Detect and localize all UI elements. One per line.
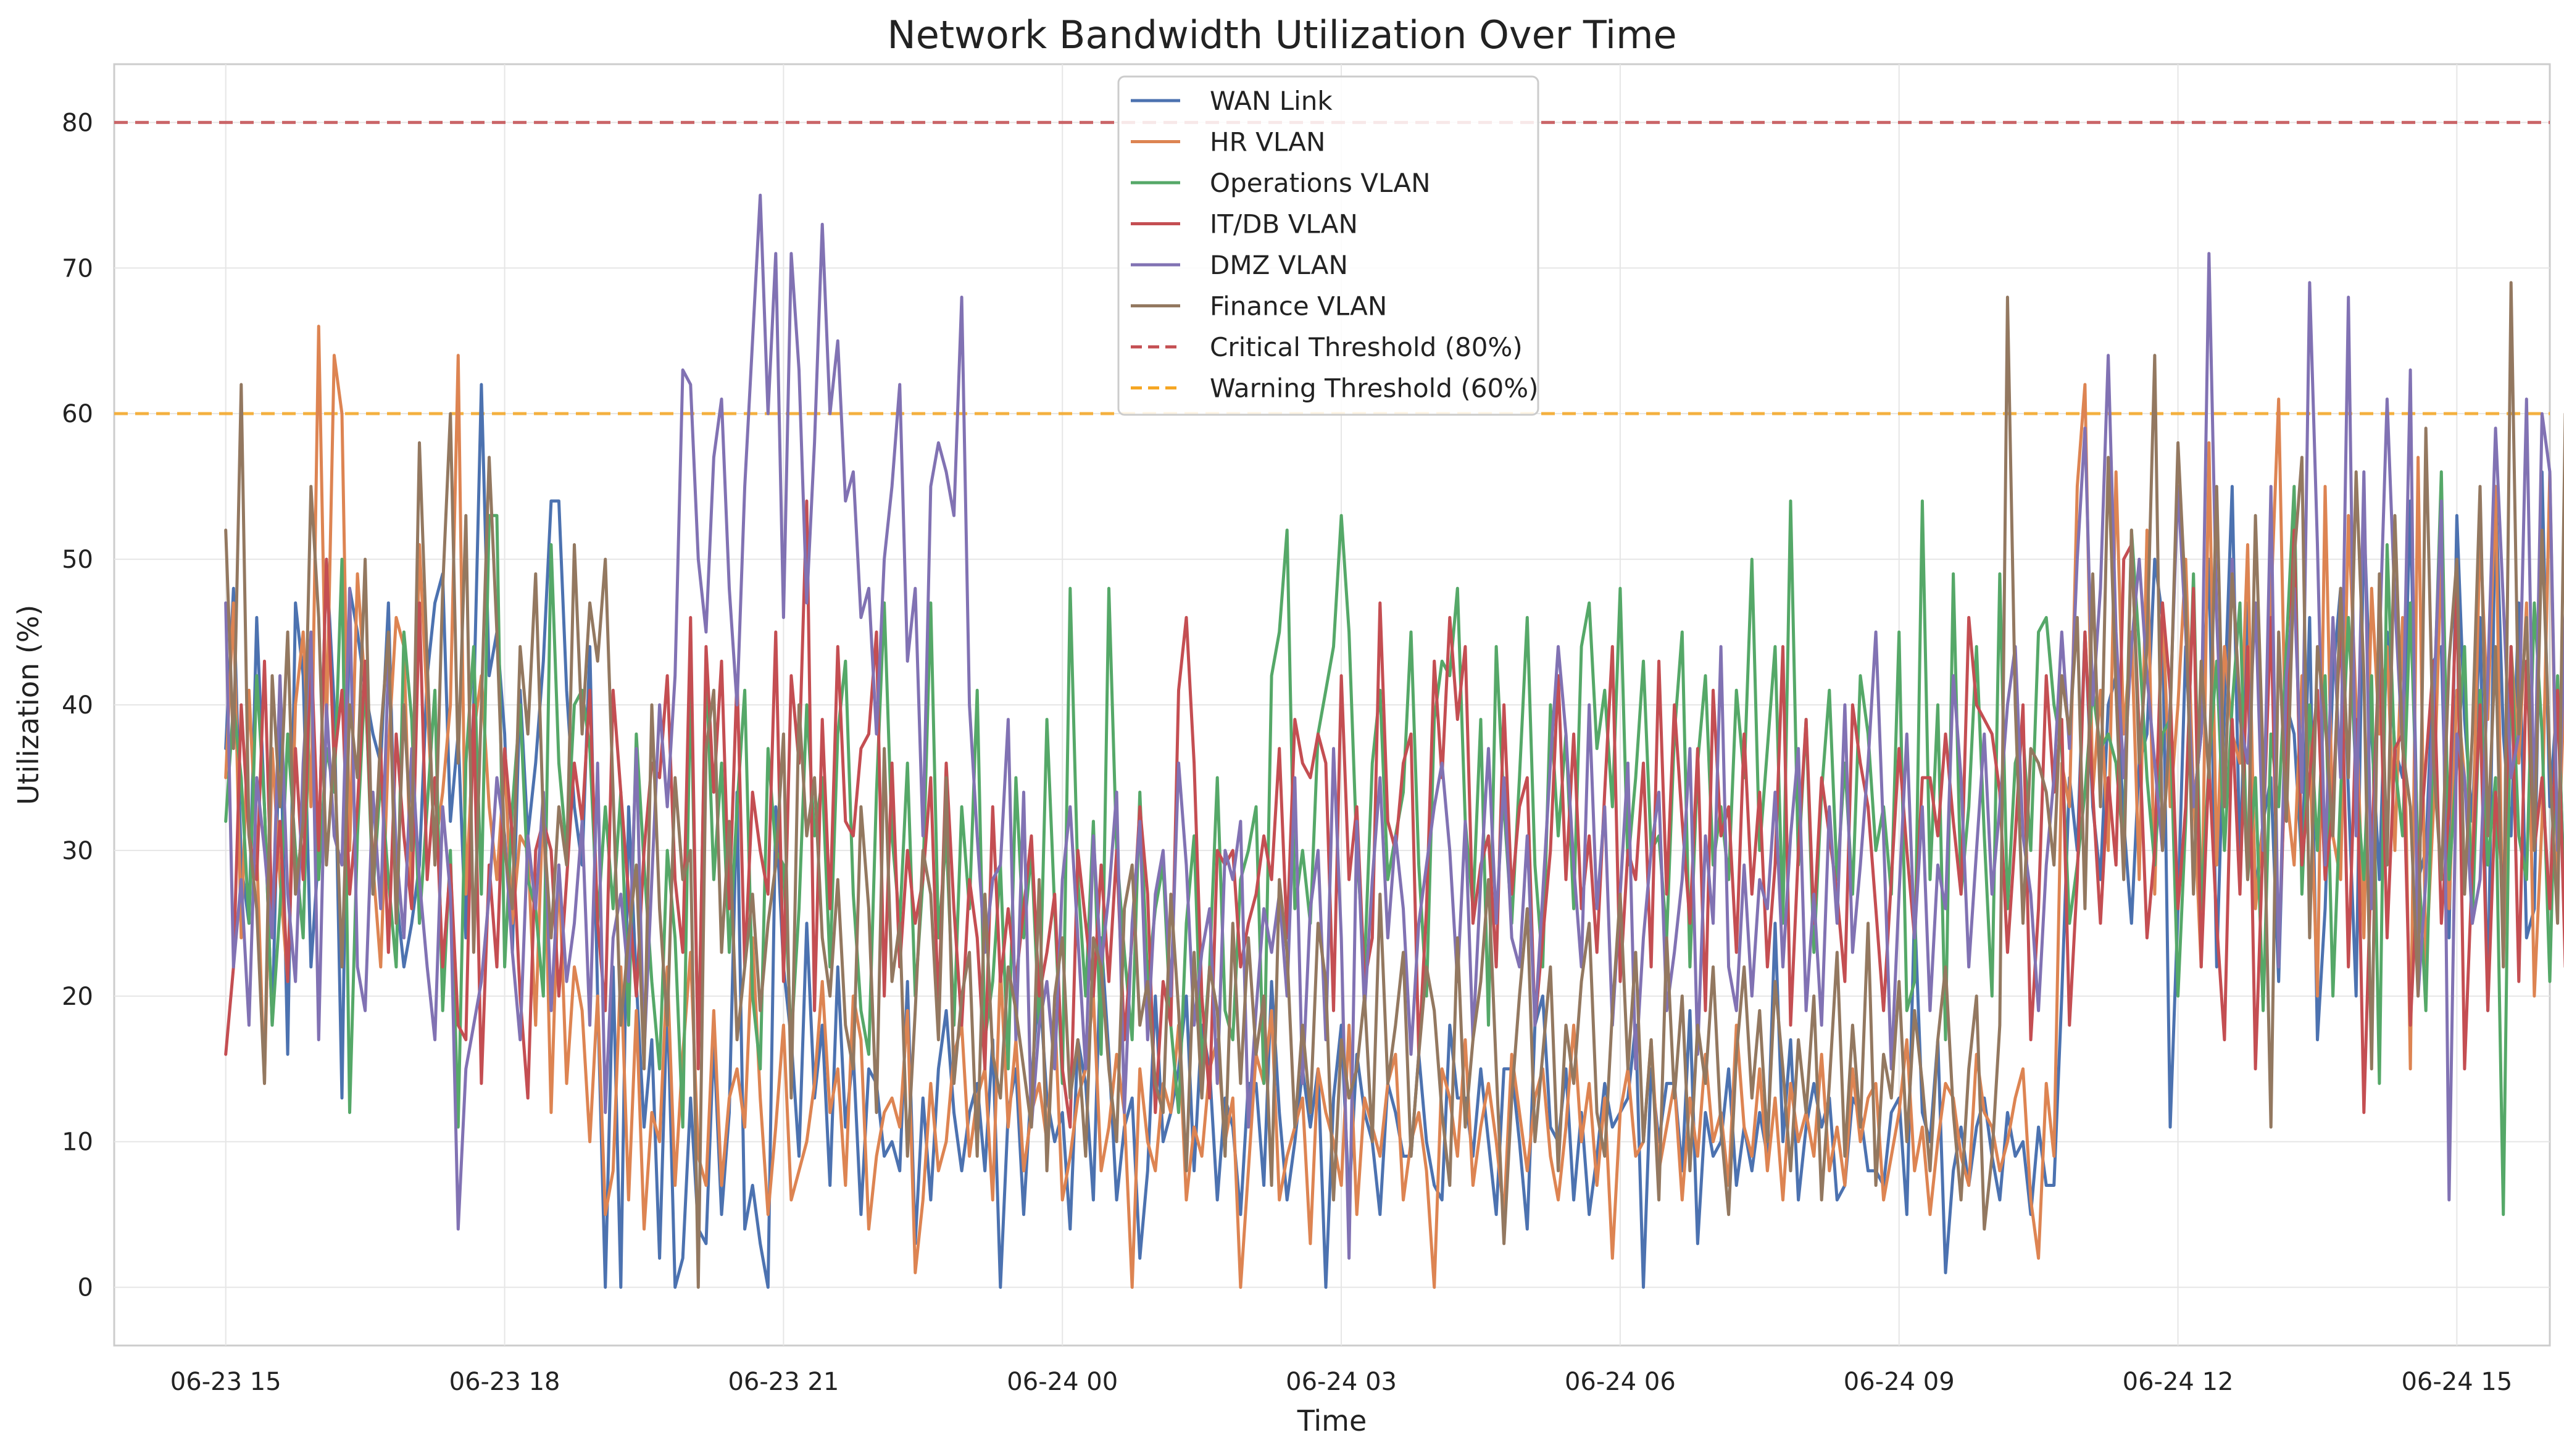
x-tick-label: 06-23 18 <box>449 1368 560 1396</box>
x-tick-label: 06-23 15 <box>170 1368 281 1396</box>
legend-label: IT/DB VLAN <box>1210 209 1358 239</box>
legend-label: DMZ VLAN <box>1210 250 1348 280</box>
y-axis-ticks: 0 10 20 30 40 50 60 70 80 <box>62 109 93 1302</box>
y-tick-label: 50 <box>62 546 93 574</box>
y-tick-label: 80 <box>62 109 93 137</box>
chart-title: Network Bandwidth Utilization Over Time <box>887 12 1676 57</box>
series-lines <box>224 193 2564 1289</box>
legend-label: WAN Link <box>1210 86 1333 116</box>
legend-label: HR VLAN <box>1210 127 1325 157</box>
x-tick-label: 06-24 12 <box>2123 1368 2234 1396</box>
legend-label: Warning Threshold (60%) <box>1210 373 1539 404</box>
x-tick-label: 06-24 09 <box>1844 1368 1955 1396</box>
x-tick-label: 06-24 06 <box>1565 1368 1676 1396</box>
y-axis-title: Utilization (%) <box>12 605 45 805</box>
legend-box <box>1117 75 1539 416</box>
x-tick-label: 06-24 03 <box>1286 1368 1397 1396</box>
y-tick-label: 0 <box>78 1274 93 1302</box>
y-tick-label: 20 <box>62 983 93 1011</box>
legend-label: Critical Threshold (80%) <box>1210 332 1523 362</box>
x-axis-ticks: 06-23 15 06-23 18 06-23 21 06-24 00 06-24 03… <box>170 1368 2513 1396</box>
legend-label: Operations VLAN <box>1210 168 1431 198</box>
y-tick-label: 10 <box>62 1128 93 1157</box>
legend-entries: WAN Link HR VLAN Operations VLAN IT/DB VLAN… <box>1131 86 1539 404</box>
x-axis-title: Time <box>1297 1404 1367 1437</box>
legend-label: Finance VLAN <box>1210 291 1387 322</box>
y-tick-label: 60 <box>62 400 93 428</box>
x-tick-label: 06-24 00 <box>1007 1368 1118 1396</box>
y-tick-label: 30 <box>62 837 93 865</box>
series-line <box>224 281 2564 1289</box>
legend: WAN Link HR VLAN Operations VLAN IT/DB VLAN… <box>1117 75 1539 416</box>
y-tick-label: 70 <box>62 254 93 283</box>
x-tick-label: 06-24 15 <box>2401 1368 2512 1396</box>
x-tick-label: 06-23 21 <box>728 1368 839 1396</box>
y-tick-label: 40 <box>62 691 93 720</box>
